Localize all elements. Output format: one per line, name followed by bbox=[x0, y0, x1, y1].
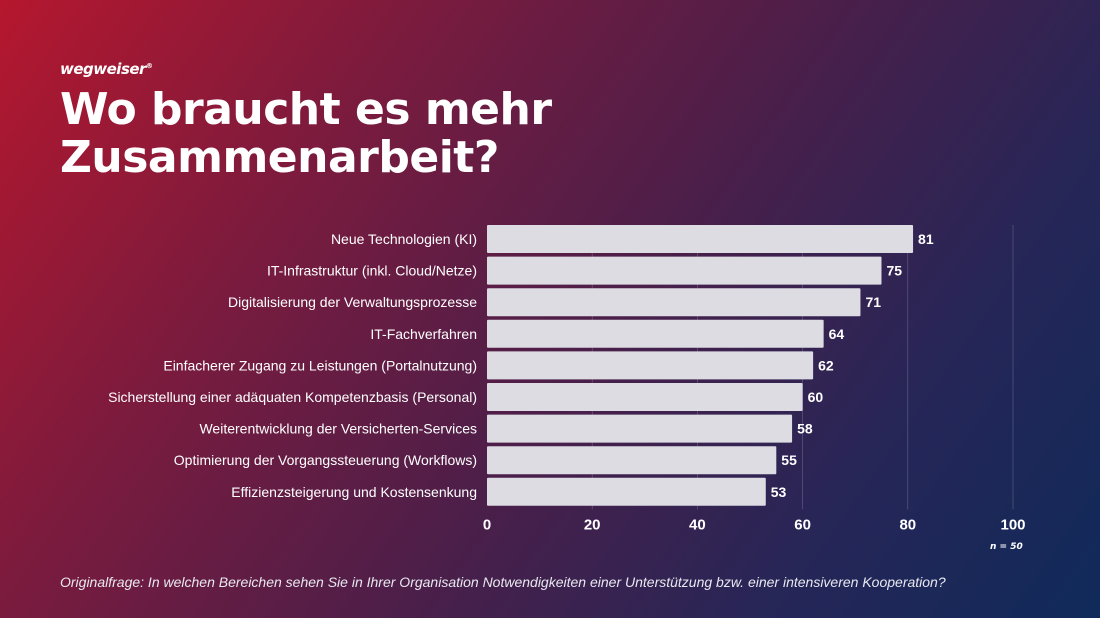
bar bbox=[487, 477, 766, 506]
category-label: Optimierung der Vorgangssteuerung (Workf… bbox=[174, 452, 477, 468]
category-label: Sicherstellung einer adäquaten Kompetenz… bbox=[108, 389, 477, 405]
data-label: 75 bbox=[887, 263, 903, 279]
data-label: 53 bbox=[771, 484, 787, 500]
page-title: Wo braucht es mehr Zusammenarbeit? bbox=[60, 84, 552, 183]
x-tick-label: 20 bbox=[584, 516, 601, 533]
bar bbox=[487, 446, 777, 475]
category-label: Einfacherer Zugang zu Leistungen (Portal… bbox=[163, 357, 477, 373]
x-tick-label: 60 bbox=[794, 516, 811, 533]
bar bbox=[487, 288, 861, 317]
bar bbox=[487, 414, 793, 443]
bar bbox=[487, 351, 814, 380]
logo: wegweiser® bbox=[60, 60, 153, 78]
data-label: 62 bbox=[818, 357, 834, 373]
bar bbox=[487, 383, 803, 411]
x-tick-label: 40 bbox=[689, 516, 706, 533]
data-label: 71 bbox=[865, 294, 881, 310]
sample-size: n = 50 bbox=[990, 542, 1023, 552]
category-label: IT-Infrastruktur (inkl. Cloud/Netze) bbox=[267, 263, 477, 279]
x-tick-label: 100 bbox=[1000, 516, 1025, 533]
category-label: IT-Fachverfahren bbox=[370, 326, 477, 342]
bar bbox=[487, 319, 824, 348]
data-label: 81 bbox=[918, 231, 934, 247]
category-label: Weiterentwicklung der Versicherten-Servi… bbox=[199, 421, 477, 437]
x-tick-label: 80 bbox=[899, 516, 916, 533]
category-label: Neue Technologien (KI) bbox=[331, 231, 477, 247]
question-note: Originalfrage: In welchen Bereichen sehe… bbox=[60, 574, 946, 590]
x-tick-label: 0 bbox=[483, 516, 491, 533]
category-label: Digitalisierung der Verwaltungsprozesse bbox=[228, 294, 477, 310]
data-label: 60 bbox=[808, 389, 824, 405]
data-label: 64 bbox=[829, 326, 845, 342]
bar bbox=[487, 256, 882, 285]
data-label: 55 bbox=[781, 452, 797, 468]
category-label: Effizienzsteigerung und Kostensenkung bbox=[231, 484, 477, 500]
data-label: 58 bbox=[797, 421, 813, 437]
bar bbox=[487, 225, 914, 253]
